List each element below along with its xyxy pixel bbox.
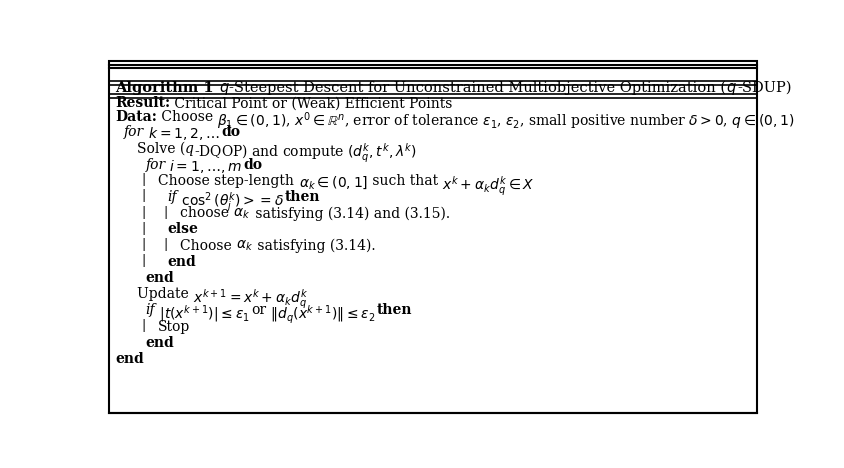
Text: Algorithm 1: Algorithm 1 bbox=[115, 81, 219, 95]
Text: $q$: $q$ bbox=[726, 81, 736, 97]
Text: q: q bbox=[185, 142, 193, 156]
Text: |: | bbox=[141, 205, 145, 219]
Text: then: then bbox=[376, 303, 412, 317]
Text: end: end bbox=[145, 271, 174, 285]
Text: $x^{k+1} = x^k + \alpha_k d_q^k$: $x^{k+1} = x^k + \alpha_k d_q^k$ bbox=[192, 287, 308, 311]
Text: Update: Update bbox=[137, 287, 192, 301]
Text: for: for bbox=[145, 158, 165, 172]
Text: $\cos^2(\theta_j^k) >= \delta$: $\cos^2(\theta_j^k) >= \delta$ bbox=[176, 190, 284, 214]
Text: $x^k + \alpha_k d_q^k \in X$: $x^k + \alpha_k d_q^k \in X$ bbox=[441, 174, 534, 198]
Text: Result:: Result: bbox=[115, 96, 170, 110]
Text: |: | bbox=[141, 222, 145, 235]
Text: then: then bbox=[284, 190, 320, 204]
Text: -SDUP): -SDUP) bbox=[736, 81, 791, 95]
Text: |: | bbox=[141, 319, 145, 332]
Text: -Steepest Descent for Unconstrained Multiobjective Optimization (: -Steepest Descent for Unconstrained Mult… bbox=[229, 81, 726, 95]
FancyBboxPatch shape bbox=[109, 61, 755, 413]
Text: |: | bbox=[141, 190, 145, 202]
Text: Data:: Data: bbox=[115, 110, 157, 124]
Text: end: end bbox=[115, 352, 143, 366]
Text: Choose: Choose bbox=[157, 110, 217, 124]
Text: for: for bbox=[123, 125, 143, 139]
Text: $\alpha_k$: $\alpha_k$ bbox=[235, 239, 253, 253]
Text: Choose step-length: Choose step-length bbox=[158, 174, 298, 188]
Text: Critical Point or (Weak) Efficient Points: Critical Point or (Weak) Efficient Point… bbox=[170, 96, 452, 110]
Text: do: do bbox=[221, 125, 240, 139]
Text: |: | bbox=[141, 238, 145, 251]
Text: $q$: $q$ bbox=[219, 81, 229, 97]
Text: $\alpha_k \in (0, 1]$: $\alpha_k \in (0, 1]$ bbox=[298, 174, 367, 191]
Text: if: if bbox=[167, 190, 176, 204]
Text: if: if bbox=[145, 303, 154, 317]
Text: satisfying (3.14).: satisfying (3.14). bbox=[253, 239, 376, 253]
Text: |: | bbox=[163, 205, 167, 219]
Text: end: end bbox=[167, 255, 196, 269]
Text: |: | bbox=[163, 238, 167, 251]
Text: choose: choose bbox=[180, 206, 233, 220]
Text: Choose: Choose bbox=[180, 239, 235, 253]
Text: or: or bbox=[251, 303, 266, 317]
Text: -DQOP) and compute $(d_q^k, t^k, \lambda^k)$: -DQOP) and compute $(d_q^k, t^k, \lambda… bbox=[193, 142, 416, 165]
Text: $\|d_q(x^{k+1})\| \leq \varepsilon_2$: $\|d_q(x^{k+1})\| \leq \varepsilon_2$ bbox=[266, 303, 376, 326]
Text: satisfying (3.14) and (3.15).: satisfying (3.14) and (3.15). bbox=[250, 206, 449, 221]
Text: $k=1,2,\ldots$: $k=1,2,\ldots$ bbox=[143, 125, 221, 142]
Text: Stop: Stop bbox=[158, 320, 191, 334]
Text: $\alpha_k$: $\alpha_k$ bbox=[233, 206, 250, 221]
Text: |: | bbox=[141, 173, 145, 186]
Text: $\beta_1 \in (0, 1)$, $x^0 \in \mathbb{R}^n$, error of tolerance $\varepsilon_1$: $\beta_1 \in (0, 1)$, $x^0 \in \mathbb{R… bbox=[217, 110, 794, 132]
Text: do: do bbox=[243, 158, 262, 172]
Text: $|t(x^{k+1})| \leq \varepsilon_1$: $|t(x^{k+1})| \leq \varepsilon_1$ bbox=[154, 303, 251, 324]
Text: such that: such that bbox=[367, 174, 441, 188]
Text: Solve (: Solve ( bbox=[137, 142, 185, 156]
Text: end: end bbox=[145, 336, 174, 350]
Text: else: else bbox=[167, 222, 197, 236]
Text: $i=1,\ldots,m$: $i=1,\ldots,m$ bbox=[165, 158, 243, 175]
Text: |: | bbox=[141, 254, 145, 267]
